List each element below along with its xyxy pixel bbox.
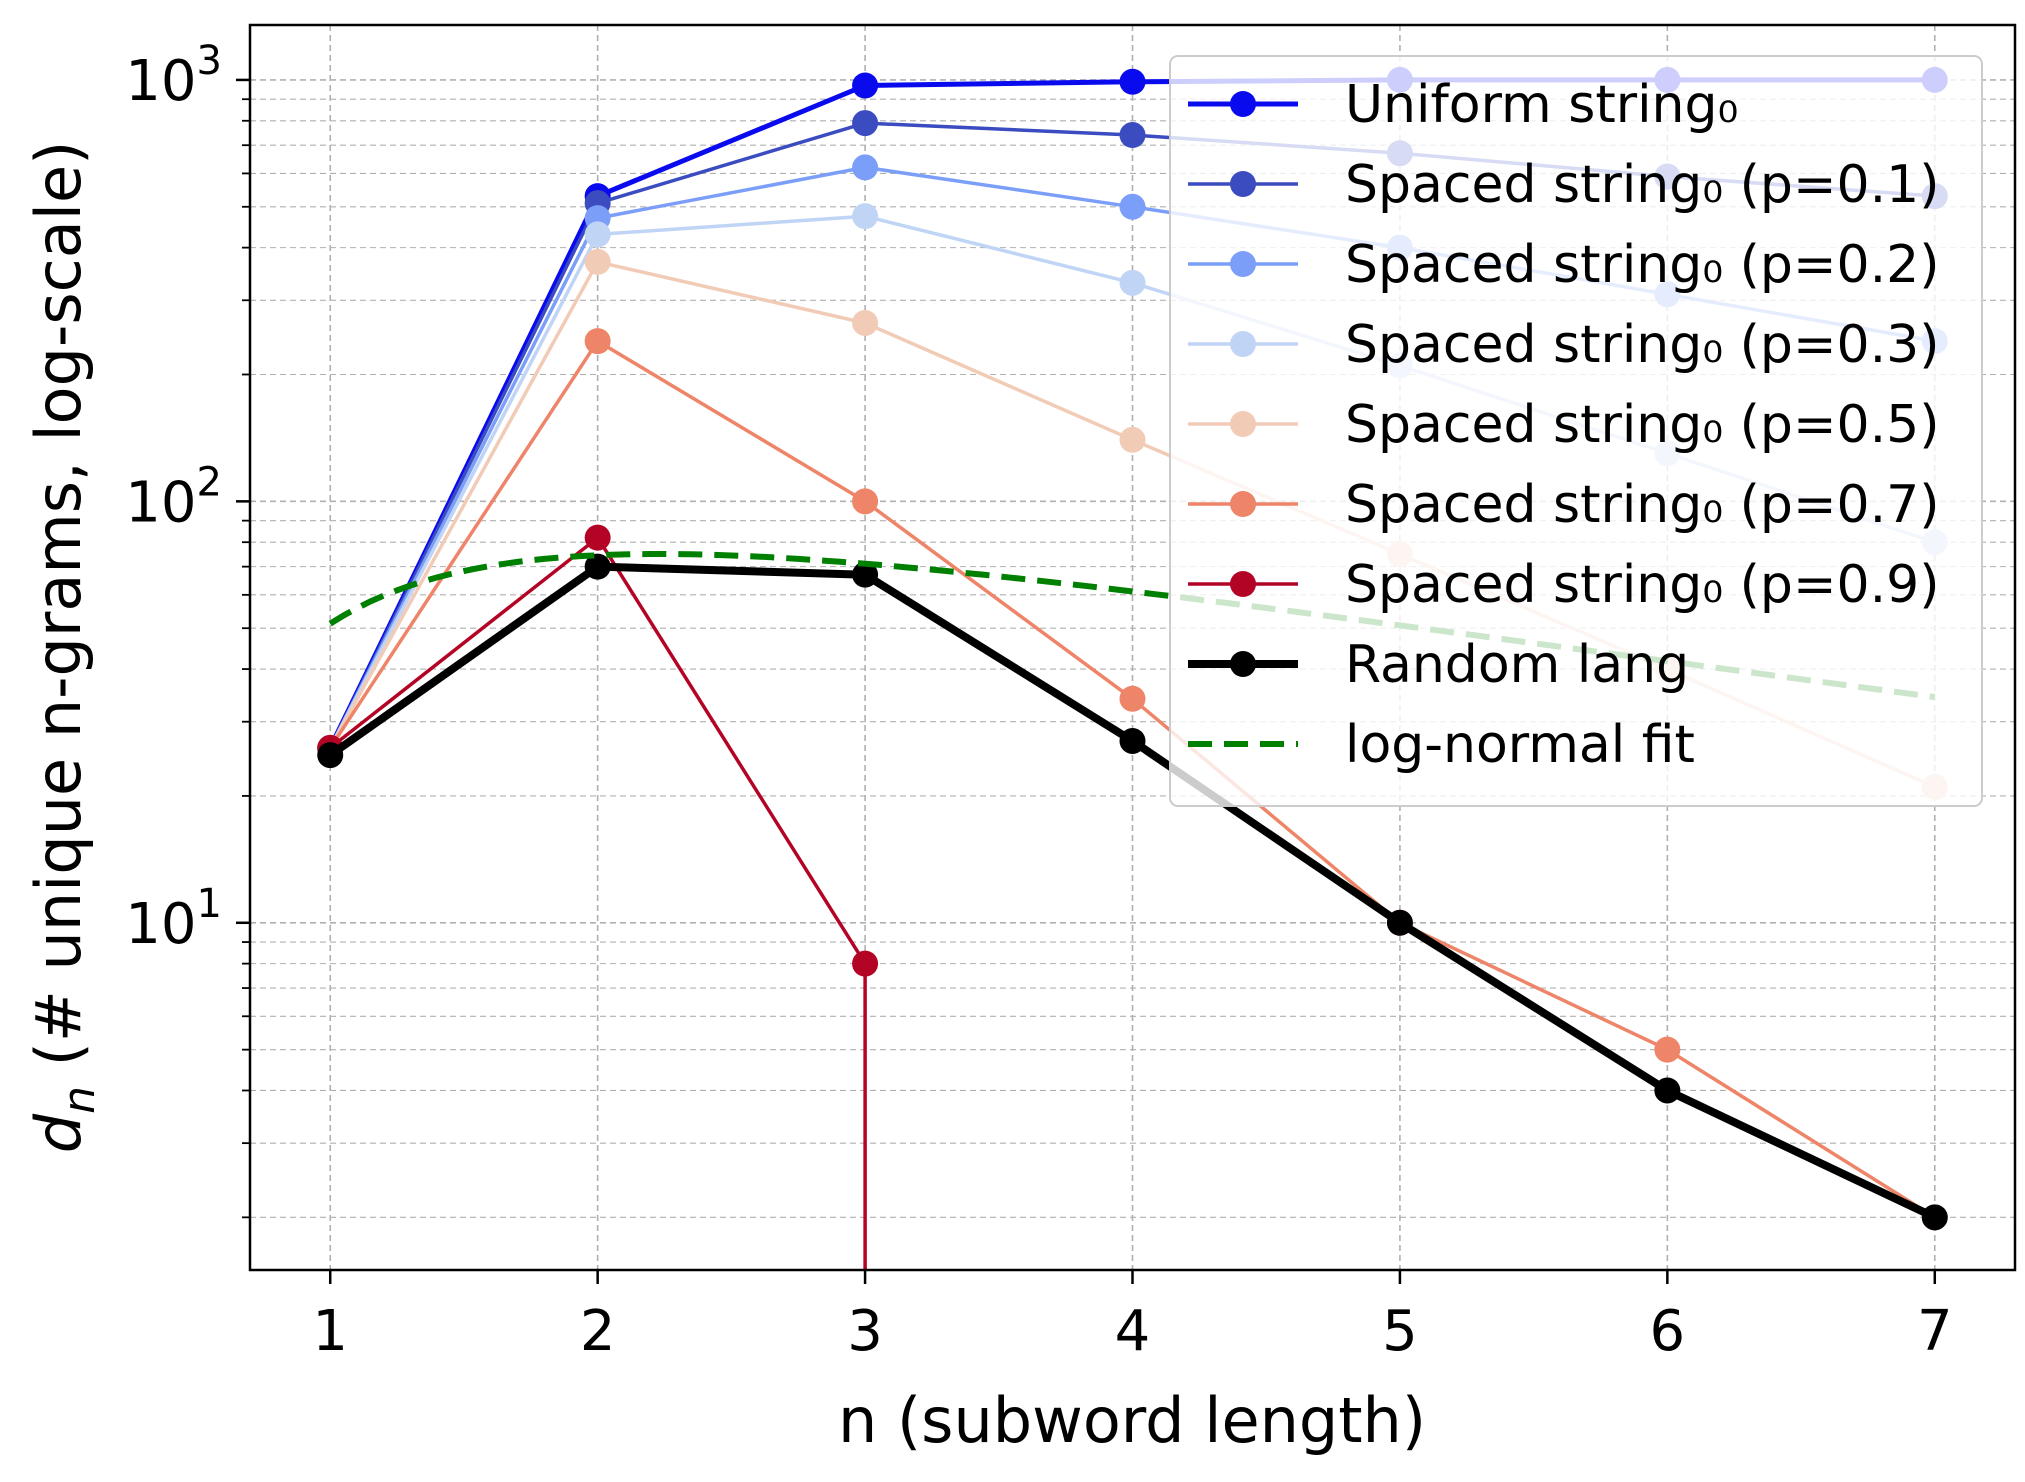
data-point	[852, 309, 879, 336]
data-point	[852, 561, 879, 588]
data-point	[1654, 1036, 1681, 1063]
x-tick-label: 7	[1917, 1299, 1953, 1364]
data-point	[1119, 727, 1146, 754]
legend-item: log-normal fit	[1188, 715, 1695, 775]
data-point	[1119, 193, 1146, 220]
legend-swatch-marker	[1230, 571, 1256, 597]
legend-item: Spaced string₀ (p=0.7)	[1188, 475, 1940, 535]
legend-swatch-marker	[1230, 411, 1256, 437]
series-line	[329, 535, 867, 1270]
x-tick-label: 3	[847, 1299, 883, 1364]
legend-label: Spaced string₀ (p=0.1)	[1345, 155, 1940, 215]
legend-item: Spaced string₀ (p=0.3)	[1188, 315, 1940, 375]
data-point	[584, 221, 611, 248]
data-point	[852, 950, 879, 977]
series-7	[317, 553, 1948, 1231]
legend-swatch-marker	[1230, 651, 1256, 677]
data-point	[1119, 426, 1146, 453]
x-axis-label: n (subword length)	[838, 1384, 1426, 1457]
x-tick-label: 2	[580, 1299, 616, 1364]
legend: Uniform string₀ Spaced string₀ (p=0.1) Spa…	[1169, 55, 1983, 807]
legend-label: Random lang	[1345, 635, 1689, 695]
data-point	[584, 524, 611, 551]
y-axis-label: dn (# unique n-grams, log-scale)	[22, 141, 105, 1154]
y-tick-label-exponent: 1	[197, 881, 222, 927]
data-point	[1119, 269, 1146, 296]
data-point	[1119, 68, 1146, 95]
legend-swatch-marker	[1230, 91, 1256, 117]
legend-label: Uniform string₀	[1345, 75, 1738, 135]
y-tick-label: 103	[125, 38, 222, 114]
y-axis-label-text: (# unique n-grams, log-scale)	[22, 141, 95, 1086]
legend-swatch-marker	[1230, 491, 1256, 517]
x-tick-label: 5	[1382, 1299, 1418, 1364]
legend-swatch-marker	[1230, 171, 1256, 197]
data-point	[852, 72, 879, 99]
legend-item: Spaced string₀ (p=0.1)	[1188, 155, 1940, 215]
y-tick-label-base: 10	[125, 470, 196, 535]
legend-label: Spaced string₀ (p=0.7)	[1345, 475, 1940, 535]
y-tick-label-base: 10	[125, 892, 196, 957]
legend-swatch-marker	[1230, 251, 1256, 277]
series-layer	[317, 66, 1948, 1270]
legend-item: Spaced string₀ (p=0.9)	[1188, 555, 1940, 615]
y-axis-label-symbol: d	[22, 1113, 95, 1153]
legend-label: Spaced string₀ (p=0.2)	[1345, 235, 1940, 295]
legend-item: Spaced string₀ (p=0.2)	[1188, 235, 1940, 295]
data-point	[852, 110, 879, 137]
x-tick-label: 6	[1650, 1299, 1686, 1364]
legend-box	[1169, 55, 1983, 807]
legend-label: Spaced string₀ (p=0.9)	[1345, 555, 1940, 615]
data-point	[852, 154, 879, 181]
data-point	[584, 328, 611, 355]
data-point	[584, 553, 611, 580]
legend-label: Spaced string₀ (p=0.5)	[1345, 395, 1940, 455]
y-tick-label: 101	[125, 881, 222, 957]
data-point	[317, 742, 344, 769]
y-tick-label: 102	[125, 459, 222, 535]
y-axis-label-subscript: n	[54, 1086, 105, 1114]
y-tick-label-exponent: 2	[197, 459, 222, 505]
data-point	[584, 248, 611, 275]
data-point	[852, 488, 879, 515]
x-tick-label: 1	[312, 1299, 348, 1364]
legend-item: Uniform string₀	[1188, 75, 1738, 135]
data-point	[1119, 122, 1146, 149]
legend-item: Random lang	[1188, 635, 1689, 695]
data-point	[1654, 1077, 1681, 1104]
legend-label: Spaced string₀ (p=0.3)	[1345, 315, 1940, 375]
data-point	[1921, 1204, 1948, 1231]
data-point	[852, 203, 879, 230]
data-point	[1119, 685, 1146, 712]
y-tick-label-exponent: 3	[197, 38, 222, 84]
legend-label: log-normal fit	[1345, 715, 1695, 775]
legend-item: Spaced string₀ (p=0.5)	[1188, 395, 1940, 455]
y-tick-label-base: 10	[125, 49, 196, 114]
legend-swatch-marker	[1230, 331, 1256, 357]
data-point	[1386, 909, 1413, 936]
x-tick-label: 4	[1115, 1299, 1151, 1364]
